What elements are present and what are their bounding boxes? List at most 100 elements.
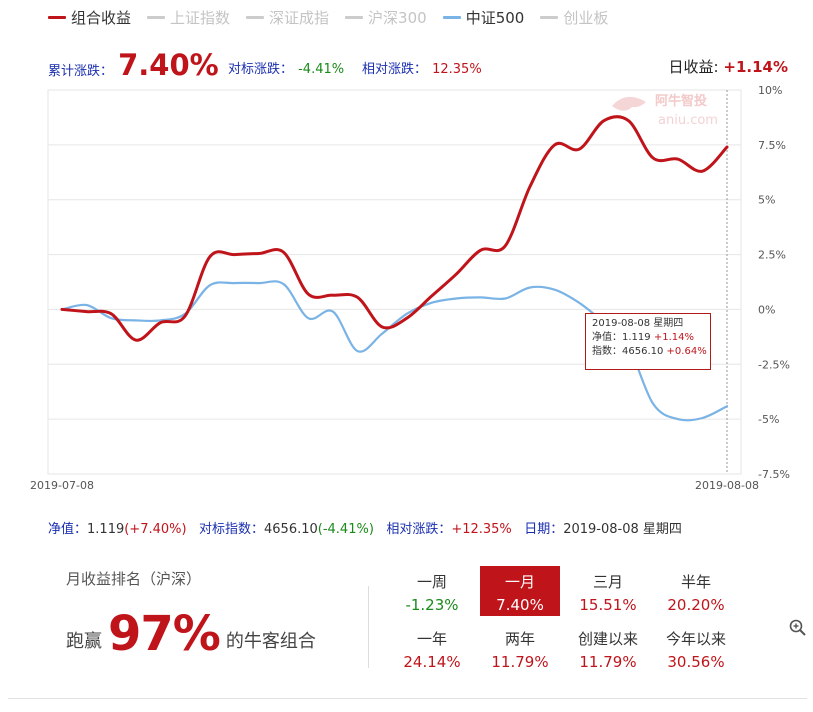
legend-label: 深证成指 — [269, 8, 330, 27]
rank-prefix: 跑赢 — [66, 631, 102, 652]
legend-label: 上证指数 — [170, 8, 231, 27]
legend-item[interactable]: 创业板 — [540, 7, 608, 28]
period-cell[interactable]: 三月 15.51% — [568, 566, 648, 616]
y-tick-label: 10% — [758, 84, 782, 97]
rank-summary: 跑赢 97% 的牛客组合 — [66, 604, 316, 664]
info-nav-change: (+7.40%) — [124, 522, 187, 537]
y-tick-label: 0% — [758, 303, 775, 316]
legend-item[interactable]: 中证500 — [442, 7, 525, 28]
watermark-brand: 阿牛智投 — [655, 93, 707, 109]
legend-label: 中证500 — [465, 8, 525, 27]
legend-swatch — [48, 15, 66, 19]
period-cell[interactable]: 半年 20.20% — [656, 566, 736, 616]
daily-return: 日收益: +1.14% — [669, 56, 788, 77]
x-tick-label: 2019-08-08 — [695, 479, 759, 492]
y-tick-label: -7.5% — [758, 468, 790, 481]
x-tick-label: 2019-07-08 — [30, 479, 94, 492]
tooltip-index-value: 4656.10 — [622, 346, 664, 357]
benchmark-value: -4.41% — [298, 62, 345, 77]
period-value: 15.51% — [579, 596, 637, 614]
rank-suffix: 的牛客组合 — [225, 631, 316, 652]
period-cell[interactable]: 一月 7.40% — [480, 566, 560, 616]
info-date-label: 日期： — [524, 522, 564, 537]
cumulative-value: 7.40% — [118, 48, 219, 82]
daily-value: +1.14% — [723, 58, 788, 76]
period-label: 两年 — [504, 630, 535, 648]
y-tick-label: 2.5% — [758, 249, 786, 262]
legend-swatch — [442, 15, 461, 19]
period-label: 创建以来 — [577, 630, 638, 648]
tooltip-index-change: +0.64% — [666, 346, 707, 357]
zoom-in-icon[interactable] — [788, 618, 808, 638]
period-cell[interactable]: 一年 24.14% — [392, 623, 472, 673]
legend-item[interactable]: 沪深300 — [345, 7, 427, 28]
legend-swatch — [246, 15, 265, 19]
performance-chart[interactable]: 10% 7.5% 5% 2.5% 0% -2.5% -5% -7.5% 2019-07-08 20… — [0, 84, 813, 504]
tooltip-index: 指数：4656.10 +0.64% — [592, 345, 707, 359]
y-tick-label: -2.5% — [758, 358, 790, 371]
rank-title: 月收益排名（沪深） — [66, 570, 202, 588]
period-value: 30.56% — [667, 653, 725, 671]
chart-legend: 组合收益 上证指数 深证成指 沪深300 中证500 创业板 — [48, 6, 624, 28]
period-value: -1.23% — [405, 596, 459, 614]
period-value: 24.14% — [403, 653, 461, 671]
period-cell[interactable]: 两年 11.79% — [480, 623, 560, 673]
cumulative-label: 累计涨跌： — [48, 64, 114, 79]
legend-swatch — [540, 15, 559, 19]
period-value: 20.20% — [667, 596, 725, 614]
period-label: 半年 — [680, 573, 711, 591]
info-bench-value: 4656.10 — [264, 522, 318, 537]
legend-swatch — [345, 15, 364, 19]
y-tick-label: 7.5% — [758, 139, 786, 152]
info-bar: 净值：1.119(+7.40%) 对标指数：4656.10(-4.41%) 相对… — [48, 518, 682, 537]
info-rel-value: +12.35% — [451, 522, 512, 537]
period-cell[interactable]: 创建以来 11.79% — [568, 623, 648, 673]
bottom-divider — [8, 698, 807, 699]
period-label: 三月 — [592, 573, 623, 591]
tooltip-nav-label: 净值： — [592, 332, 622, 343]
legend-label: 组合收益 — [71, 8, 132, 27]
watermark-site: aniu.com — [658, 113, 718, 128]
relative-change: 相对涨跌： 12.35% — [362, 58, 482, 77]
series-line — [60, 115, 729, 342]
info-nav-value: 1.119 — [87, 522, 125, 537]
legend-item[interactable]: 上证指数 — [147, 7, 230, 28]
period-value: 7.40% — [496, 596, 544, 614]
legend-item[interactable]: 组合收益 — [48, 7, 131, 28]
info-bench-change: (-4.41%) — [317, 522, 374, 537]
section-divider — [368, 586, 369, 668]
y-tick-label: 5% — [758, 194, 775, 207]
period-label: 一年 — [416, 630, 447, 648]
legend-label: 创业板 — [563, 8, 609, 27]
cumulative-change: 累计涨跌： 7.40% — [48, 48, 219, 82]
legend-item[interactable]: 深证成指 — [246, 7, 329, 28]
benchmark-change: 对标涨跌： -4.41% — [228, 58, 344, 77]
daily-label: 日收益: — [668, 58, 719, 76]
chart-tooltip: 2019-08-08 星期四 净值：1.119 +1.14% 指数：4656.1… — [585, 313, 711, 370]
legend-label: 沪深300 — [368, 8, 427, 27]
tooltip-nav-change: +1.14% — [653, 332, 694, 343]
period-value: 11.79% — [491, 653, 549, 671]
watermark-logo-icon — [612, 96, 646, 111]
period-cell[interactable]: 一周 -1.23% — [392, 566, 472, 616]
period-cell[interactable]: 今年以来 30.56% — [656, 623, 736, 673]
period-label: 今年以来 — [665, 630, 726, 648]
info-nav-label: 净值： — [48, 522, 88, 537]
period-value: 11.79% — [579, 653, 637, 671]
relative-value: 12.35% — [432, 62, 482, 77]
info-rel-label: 相对涨跌： — [386, 522, 452, 537]
tooltip-nav: 净值：1.119 +1.14% — [592, 331, 704, 345]
plot-area — [47, 89, 742, 475]
info-bench-label: 对标指数： — [198, 522, 264, 537]
period-label: 一周 — [416, 573, 447, 591]
info-date-value: 2019-08-08 星期四 — [563, 522, 682, 537]
summary-stats: 累计涨跌： 7.40% 对标涨跌： -4.41% 相对涨跌： 12.35% 日收… — [48, 46, 788, 82]
benchmark-label: 对标涨跌： — [228, 62, 294, 77]
y-tick-label: -5% — [758, 413, 779, 426]
relative-label: 相对涨跌： — [362, 62, 428, 77]
tooltip-index-label: 指数： — [592, 346, 622, 357]
tooltip-date: 2019-08-08 星期四 — [592, 318, 684, 329]
period-label: 一月 — [504, 573, 535, 591]
legend-swatch — [147, 15, 166, 19]
tooltip-nav-value: 1.119 — [622, 332, 651, 343]
